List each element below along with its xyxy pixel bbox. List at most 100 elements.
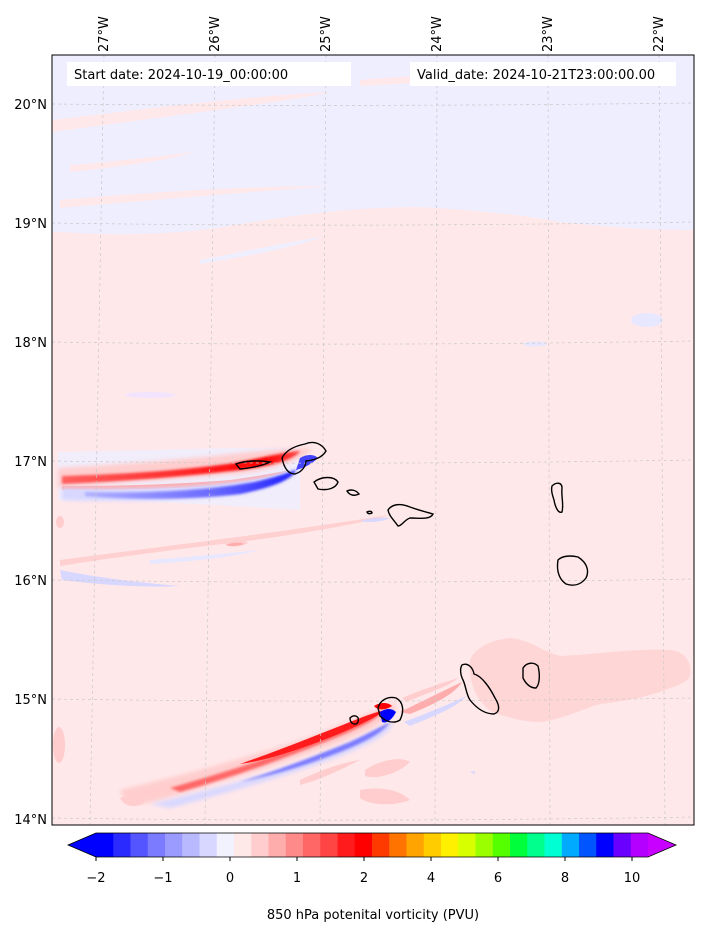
colorbar-cell bbox=[216, 833, 235, 857]
pv-patch bbox=[125, 392, 175, 398]
map-frame bbox=[51, 54, 695, 826]
colorbar-cell bbox=[510, 833, 528, 857]
colorbar-label: 850 hPa potenital vorticity (PVU) bbox=[267, 908, 479, 923]
colorbar: −2 −1 0 1 2 4 6 8 10 850 hPa potenital v… bbox=[66, 832, 678, 923]
start-date-label: Start date: 2024-10-19_00:00:00 bbox=[74, 68, 288, 83]
colorbar-cell bbox=[234, 833, 252, 857]
colorbar-cell bbox=[596, 833, 614, 857]
lat-label: 15°N bbox=[14, 693, 47, 708]
pv-filament bbox=[150, 550, 260, 564]
colorbar-cell bbox=[544, 833, 563, 857]
pv-streak bbox=[60, 186, 330, 208]
colorbar-cell bbox=[527, 833, 545, 857]
colorbar-cell bbox=[147, 833, 166, 857]
colorbar-tick-label: 6 bbox=[494, 871, 502, 886]
colorbar-under-triangle bbox=[68, 833, 96, 857]
longitude-labels: 27°W 26°W 25°W 24°W 23°W 22°W bbox=[97, 16, 667, 52]
colorbar-outline bbox=[66, 832, 678, 858]
colorbar-over-triangle bbox=[648, 833, 676, 857]
date-header: Start date: 2024-10-19_00:00:00 Valid_da… bbox=[67, 62, 676, 86]
pv-streak bbox=[52, 92, 330, 132]
colorbar-cell bbox=[96, 833, 114, 857]
colorbar-tick-label: 2 bbox=[360, 871, 368, 886]
colorbar-tick-label: −2 bbox=[86, 871, 105, 886]
lat-label: 20°N bbox=[14, 98, 47, 113]
island-brava bbox=[349, 715, 360, 725]
colorbar-cell bbox=[182, 833, 200, 857]
pv-patch bbox=[56, 516, 64, 528]
colorbar-cell bbox=[251, 833, 269, 857]
island-santa-luzia bbox=[313, 476, 339, 491]
colorbar-tick-label: 8 bbox=[561, 871, 569, 886]
latitude-labels: 20°N 19°N 18°N 17°N 16°N 15°N 14°N bbox=[14, 98, 47, 828]
lon-label: 25°W bbox=[319, 16, 334, 52]
lat-label: 16°N bbox=[14, 574, 47, 589]
pv-streak bbox=[200, 236, 325, 264]
island-boa-vista bbox=[556, 555, 589, 586]
lon-label: 22°W bbox=[652, 16, 667, 52]
colorbar-cell bbox=[475, 833, 494, 857]
colorbar-cell bbox=[285, 833, 304, 857]
island-sao-vicente bbox=[234, 460, 273, 470]
colorbar-cell bbox=[492, 833, 511, 857]
pv-filament bbox=[360, 517, 390, 522]
colorbar-tick-labels: −2 −1 0 1 2 4 6 8 10 bbox=[86, 871, 640, 886]
colorbar-cell bbox=[613, 833, 632, 857]
wake-near-island bbox=[296, 455, 318, 470]
island-fogo bbox=[377, 696, 404, 723]
colorbar-cell bbox=[579, 833, 597, 857]
colorbar-tick-label: 0 bbox=[226, 871, 234, 886]
lon-label: 24°W bbox=[430, 16, 445, 52]
coastlines bbox=[234, 441, 589, 725]
lat-label: 17°N bbox=[14, 455, 47, 470]
colorbar-cell bbox=[199, 833, 218, 857]
colorbar-cell bbox=[165, 833, 183, 857]
lon-label: 23°W bbox=[541, 16, 556, 52]
pv-streak bbox=[70, 152, 195, 172]
colorbar-ticks bbox=[95, 857, 633, 861]
lat-label: 14°N bbox=[14, 813, 47, 828]
colorbar-cells bbox=[96, 833, 649, 857]
colorbar-tick-label: −1 bbox=[153, 871, 172, 886]
map-panel bbox=[52, 55, 694, 825]
colorbar-cell bbox=[372, 833, 390, 857]
colorbar-cell bbox=[458, 833, 476, 857]
island-santo-antao bbox=[281, 441, 327, 475]
colorbar-tick-label: 4 bbox=[427, 871, 435, 886]
colorbar-cell bbox=[320, 833, 338, 857]
colorbar-cell bbox=[130, 833, 149, 857]
colorbar-cell bbox=[337, 833, 356, 857]
colorbar-cell bbox=[630, 833, 649, 857]
pv-east-patch bbox=[469, 638, 691, 722]
island-maio bbox=[522, 662, 541, 689]
lon-label: 27°W bbox=[97, 16, 112, 52]
lat-label: 19°N bbox=[14, 217, 47, 232]
valid-date-label: Valid_date: 2024-10-21T23:00:00.00 bbox=[417, 68, 655, 83]
island-santiago bbox=[459, 663, 500, 715]
colorbar-cell bbox=[389, 833, 407, 857]
valid-date-box bbox=[410, 62, 676, 86]
pv-filament bbox=[60, 515, 390, 566]
colorbar-cell bbox=[441, 833, 459, 857]
pv-filament bbox=[60, 570, 180, 587]
colorbar-cell bbox=[268, 833, 287, 857]
lon-label: 26°W bbox=[208, 16, 223, 52]
colorbar-tick-label: 1 bbox=[293, 871, 301, 886]
island-sal bbox=[550, 482, 564, 513]
graticule bbox=[52, 55, 694, 825]
start-date-box bbox=[67, 62, 351, 86]
colorbar-cell bbox=[354, 833, 373, 857]
colorbar-cell bbox=[113, 833, 131, 857]
colorbar-tick-label: 10 bbox=[624, 871, 641, 886]
pv-patch bbox=[631, 313, 663, 327]
island-sao-nicolau bbox=[346, 489, 361, 496]
pv-filament bbox=[226, 542, 244, 547]
island-islet bbox=[366, 510, 373, 515]
colorbar-cell bbox=[561, 833, 580, 857]
lat-label: 18°N bbox=[14, 336, 47, 351]
pv-patch bbox=[53, 727, 65, 763]
colorbar-cell bbox=[423, 833, 442, 857]
colorbar-cell bbox=[303, 833, 321, 857]
island-sao-nicolau-main bbox=[387, 503, 435, 527]
